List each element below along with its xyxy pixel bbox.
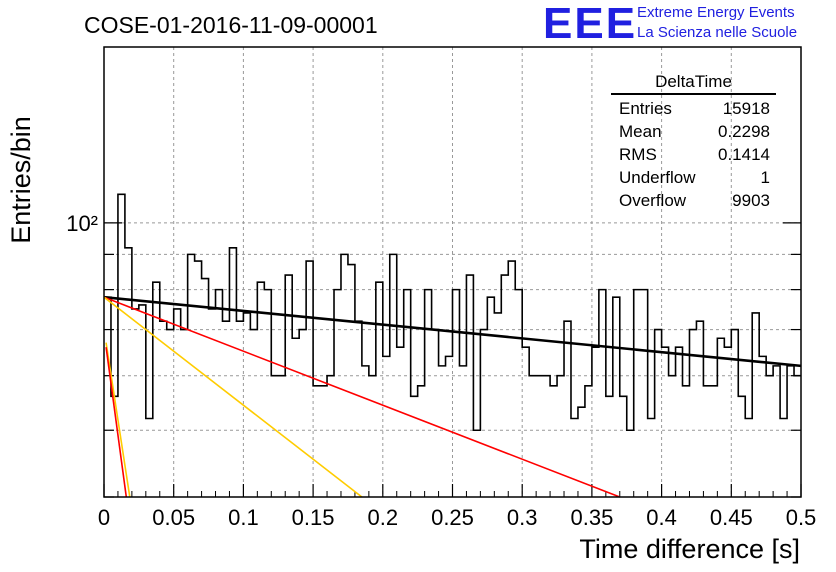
stats-value: 0.1414 [718, 145, 770, 164]
x-tick-label: 0 [98, 505, 110, 530]
fit-lines [103, 295, 802, 498]
x-tick-label: 0.15 [292, 505, 335, 530]
x-tick-label: 0.45 [710, 505, 753, 530]
stats-value: 0.2298 [718, 122, 770, 141]
stats-row: RMS 0.1414 [611, 143, 776, 166]
fit-line-red [103, 296, 621, 498]
stats-label: Mean [619, 122, 662, 141]
stats-title: DeltaTime [655, 72, 732, 91]
chart-title: COSE-01-2016-11-09-00001 [84, 12, 378, 38]
x-tick-label: 0.1 [228, 505, 259, 530]
stats-row: Mean 0.2298 [611, 120, 776, 143]
brand-line-2: La Scienza nelle Scuole [637, 24, 798, 41]
stats-label: Underflow [619, 168, 696, 187]
stats-value: 15918 [722, 99, 770, 118]
x-tick-label: 0.35 [570, 505, 613, 530]
fit-line-red-steep [105, 347, 128, 498]
stats-divider [611, 93, 776, 95]
y-tick-label: 10² [66, 211, 98, 236]
stats-label: Overflow [619, 191, 687, 210]
y-axis-label: Entries/bin [6, 116, 36, 244]
histogram-bars [104, 193, 801, 432]
x-tick-label: 0.2 [368, 505, 399, 530]
fit-line-yellow [103, 296, 363, 498]
stats-label: RMS [619, 145, 657, 164]
x-tick-label: 0.5 [786, 505, 817, 530]
stats-value: 9903 [732, 191, 770, 210]
fit-line-yellow-steep [105, 342, 131, 498]
stats-row: Overflow 9903 [611, 189, 776, 212]
x-tick-label: 0.05 [152, 505, 195, 530]
eee-logo: EEE [543, 0, 638, 48]
x-tick-label: 0.25 [431, 505, 474, 530]
stats-label: Entries [619, 99, 672, 118]
stats-value: 1 [760, 168, 770, 187]
stats-rows: Entries 15918 Mean 0.2298 RMS 0.1414 Underflow… [611, 97, 776, 212]
stats-row: Underflow 1 [611, 166, 776, 189]
x-tick-label: 0.4 [646, 505, 677, 530]
fit-line-black [103, 295, 802, 368]
plot-frame [103, 46, 802, 498]
brand-line-1: Extreme Energy Events [637, 4, 795, 21]
x-tick-label: 0.3 [507, 505, 538, 530]
histogram-step-line [104, 193, 801, 432]
stats-row: Entries 15918 [611, 97, 776, 120]
stats-box: DeltaTime Entries 15918 Mean 0.2298 RMS 0.141… [611, 73, 776, 212]
x-axis-label: Time difference [s] [579, 534, 800, 564]
